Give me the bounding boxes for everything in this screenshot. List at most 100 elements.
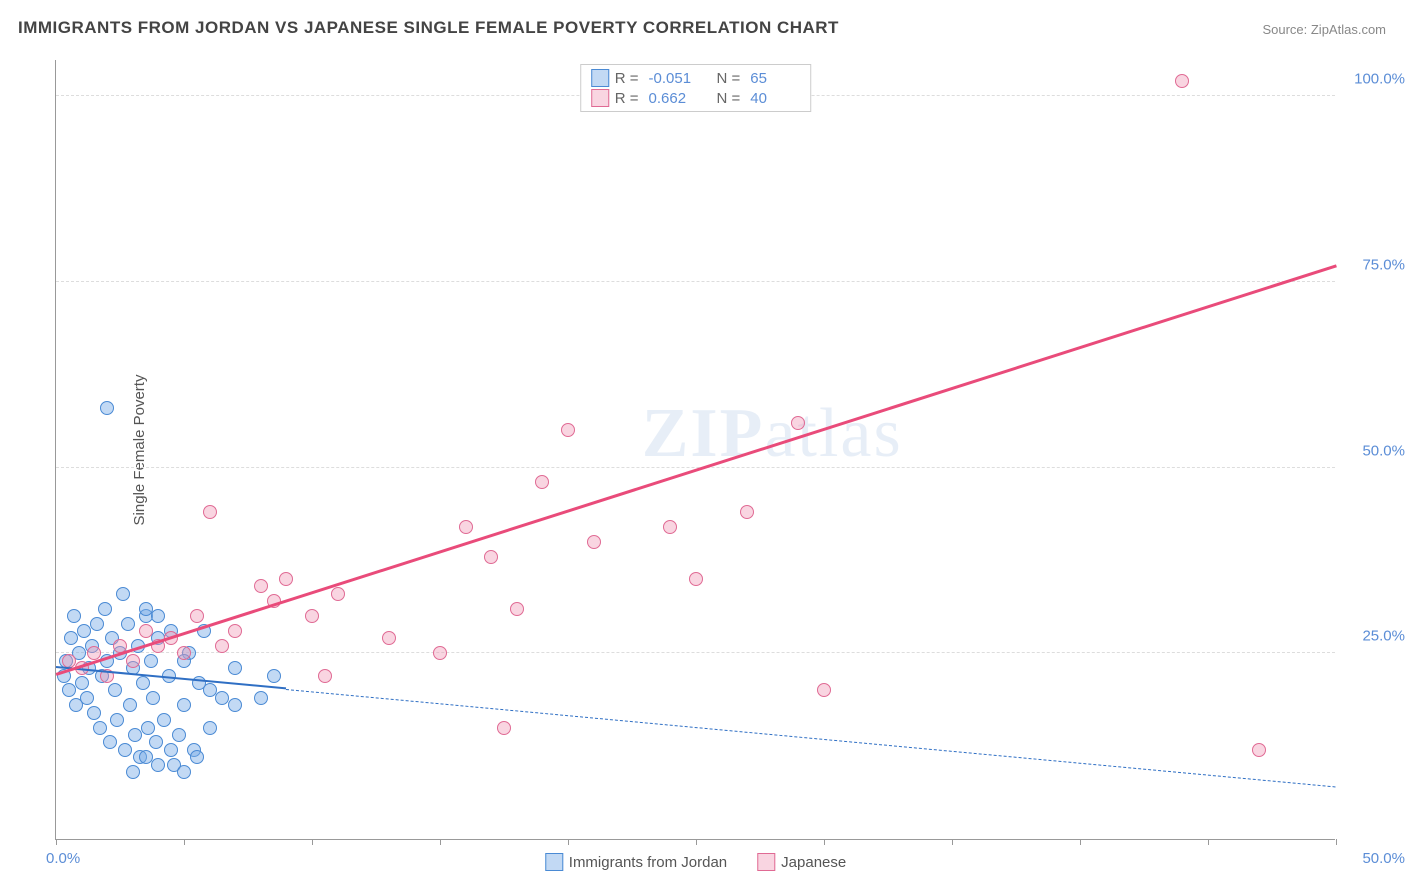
data-point	[459, 520, 473, 534]
watermark: ZIPatlas	[642, 394, 903, 474]
legend-stats: R =-0.051N =65R =0.662N =40	[580, 64, 812, 112]
gridline	[56, 281, 1335, 282]
stat-r-label: R =	[615, 70, 639, 87]
data-point	[267, 669, 281, 683]
stat-r-label: R =	[615, 90, 639, 107]
data-point	[254, 579, 268, 593]
legend-swatch	[591, 69, 609, 87]
x-tick	[440, 839, 441, 845]
stat-r-value: 0.662	[649, 90, 699, 107]
stat-n-label: N =	[717, 90, 741, 107]
data-point	[90, 617, 104, 631]
data-point	[126, 765, 140, 779]
data-point	[87, 706, 101, 720]
data-point	[139, 750, 153, 764]
data-point	[535, 475, 549, 489]
data-point	[103, 735, 117, 749]
data-point	[136, 676, 150, 690]
data-point	[587, 535, 601, 549]
data-point	[64, 631, 78, 645]
data-point	[484, 550, 498, 564]
data-point	[67, 609, 81, 623]
legend-series: Immigrants from Jordan Japanese	[545, 853, 846, 871]
trend-line	[286, 689, 1336, 787]
y-tick-label: 25.0%	[1362, 628, 1405, 645]
data-point	[146, 691, 160, 705]
x-tick	[1208, 839, 1209, 845]
data-point	[177, 698, 191, 712]
data-point	[139, 602, 153, 616]
legend-swatch	[545, 853, 563, 871]
x-tick	[952, 839, 953, 845]
data-point	[126, 654, 140, 668]
x-tick	[824, 839, 825, 845]
data-point	[1252, 743, 1266, 757]
legend-item: Japanese	[757, 853, 846, 871]
data-point	[141, 721, 155, 735]
data-point	[215, 639, 229, 653]
data-point	[75, 676, 89, 690]
data-point	[331, 587, 345, 601]
data-point	[62, 683, 76, 697]
data-point	[203, 721, 217, 735]
data-point	[203, 505, 217, 519]
data-point	[172, 728, 186, 742]
data-point	[151, 609, 165, 623]
x-axis-max-label: 50.0%	[1362, 850, 1405, 867]
x-tick	[184, 839, 185, 845]
legend-label: Immigrants from Jordan	[569, 854, 727, 871]
y-tick-label: 75.0%	[1362, 256, 1405, 273]
data-point	[121, 617, 135, 631]
data-point	[689, 572, 703, 586]
data-point	[510, 602, 524, 616]
gridline	[56, 467, 1335, 468]
x-tick	[312, 839, 313, 845]
x-tick	[1080, 839, 1081, 845]
data-point	[110, 713, 124, 727]
legend-stat-row: R =0.662N =40	[591, 89, 801, 107]
data-point	[100, 401, 114, 415]
x-tick	[568, 839, 569, 845]
data-point	[561, 423, 575, 437]
legend-swatch	[591, 89, 609, 107]
data-point	[108, 683, 122, 697]
data-point	[791, 416, 805, 430]
chart-title: IMMIGRANTS FROM JORDAN VS JAPANESE SINGL…	[18, 18, 839, 38]
data-point	[149, 735, 163, 749]
data-point	[190, 609, 204, 623]
data-point	[305, 609, 319, 623]
plot-area: Single Female Poverty ZIPatlas R =-0.051…	[55, 60, 1335, 840]
stat-r-value: -0.051	[649, 70, 699, 87]
data-point	[151, 758, 165, 772]
legend-swatch	[757, 853, 775, 871]
legend-label: Japanese	[781, 854, 846, 871]
source-label: Source: ZipAtlas.com	[1262, 22, 1386, 37]
y-tick-label: 50.0%	[1362, 442, 1405, 459]
stat-n-value: 65	[750, 70, 800, 87]
stat-n-label: N =	[717, 70, 741, 87]
data-point	[128, 728, 142, 742]
data-point	[203, 683, 217, 697]
data-point	[254, 691, 268, 705]
x-axis-min-label: 0.0%	[46, 850, 80, 867]
data-point	[164, 743, 178, 757]
data-point	[382, 631, 396, 645]
data-point	[118, 743, 132, 757]
x-tick	[696, 839, 697, 845]
data-point	[215, 691, 229, 705]
data-point	[62, 654, 76, 668]
data-point	[228, 698, 242, 712]
data-point	[279, 572, 293, 586]
data-point	[80, 691, 94, 705]
y-tick-label: 100.0%	[1354, 71, 1405, 88]
data-point	[817, 683, 831, 697]
x-tick	[1336, 839, 1337, 845]
data-point	[177, 646, 191, 660]
data-point	[497, 721, 511, 735]
data-point	[740, 505, 754, 519]
data-point	[144, 654, 158, 668]
data-point	[228, 661, 242, 675]
data-point	[228, 624, 242, 638]
data-point	[433, 646, 447, 660]
data-point	[77, 624, 91, 638]
